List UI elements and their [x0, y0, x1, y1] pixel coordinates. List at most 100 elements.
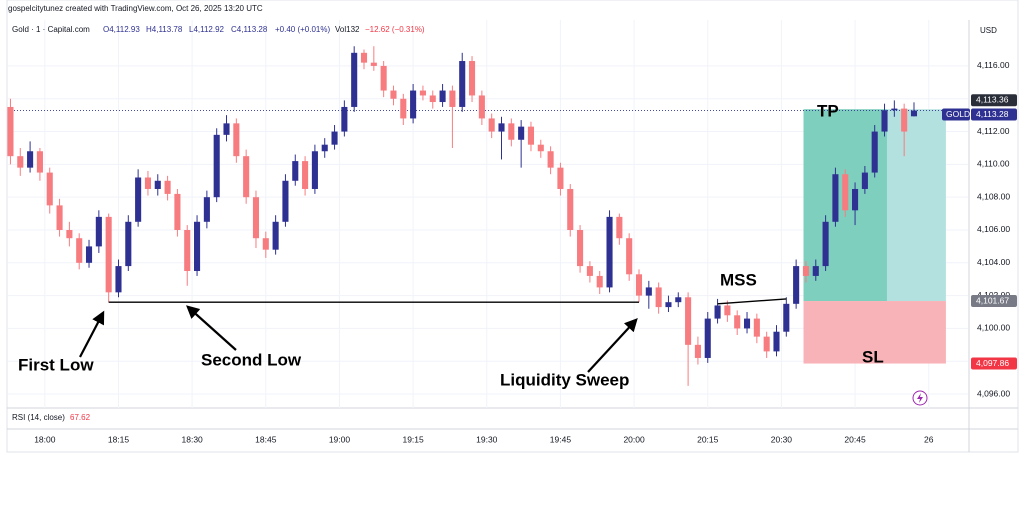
- candle-body: [763, 336, 770, 352]
- candle-body: [675, 297, 682, 303]
- candle-body: [419, 90, 426, 96]
- x-tick-label: 18:00: [34, 434, 56, 444]
- candle-body: [527, 126, 535, 145]
- candle-body: [626, 238, 633, 275]
- price-badge-label: 4,113.36: [976, 94, 1009, 104]
- candle-body: [616, 216, 623, 239]
- y-tick-label: 4,096.00: [977, 388, 1010, 398]
- candle-body: [213, 134, 220, 198]
- indicator-value: 67.62: [70, 413, 91, 422]
- annotation: MSS: [720, 270, 757, 289]
- candle-body: [518, 126, 525, 140]
- candle-body: [154, 180, 161, 189]
- candle-body: [704, 318, 711, 358]
- candle-body: [459, 61, 466, 107]
- y-tick-label: 4,112.00: [977, 126, 1010, 136]
- arrow: [587, 318, 638, 373]
- candle-body: [194, 221, 201, 272]
- candle-body: [753, 318, 760, 337]
- candle-body: [861, 172, 868, 189]
- alert-icon-bolt: [917, 393, 923, 403]
- candle-body: [468, 61, 476, 96]
- candle-body: [184, 229, 191, 272]
- plot-area: [7, 20, 968, 408]
- candle-body: [400, 98, 407, 119]
- candle-body: [881, 110, 888, 132]
- indicator-name: RSI (14, close): [12, 413, 65, 422]
- candle-body: [144, 177, 151, 189]
- candle-body: [135, 177, 142, 222]
- candle-body: [537, 144, 544, 152]
- y-tick-label: 4,102.00: [977, 290, 1010, 300]
- candle-body: [370, 62, 377, 66]
- candle-body: [478, 95, 485, 119]
- symbol-badge-label: GOLD: [946, 109, 970, 119]
- candle-body: [360, 52, 368, 63]
- candle-body: [645, 287, 652, 296]
- candle-body: [508, 123, 515, 140]
- annotation: First Low: [18, 355, 94, 374]
- price-badge-label: 4,113.28: [976, 109, 1009, 119]
- candle-body: [410, 90, 417, 119]
- candle-body: [557, 167, 564, 189]
- annotation: SL: [862, 347, 884, 366]
- candle-body: [125, 221, 132, 267]
- candle-body: [282, 180, 289, 222]
- x-tick-label: 20:45: [844, 434, 866, 444]
- legend-volume: Vol132: [335, 25, 360, 34]
- candle-body: [724, 305, 731, 316]
- candle-body: [606, 216, 613, 288]
- candle-body: [351, 52, 358, 107]
- candle-body: [439, 90, 446, 103]
- candle-body: [164, 180, 171, 194]
- annotation: Liquidity Sweep: [500, 370, 629, 389]
- candle-body: [891, 108, 898, 111]
- x-tick-label: 19:30: [476, 434, 498, 444]
- candle-body: [27, 151, 34, 168]
- candle-body: [852, 188, 859, 211]
- annotation: Second Low: [201, 350, 302, 369]
- candle-body: [252, 197, 260, 239]
- price-badge-label: 4,097.86: [976, 358, 1009, 368]
- y-tick-label: 4,108.00: [977, 191, 1010, 201]
- legend-low: L4,112.92: [189, 25, 225, 34]
- arrow: [79, 310, 105, 358]
- x-tick-label: 19:45: [550, 434, 572, 444]
- legend-change: +0.40 (+0.01%): [275, 25, 330, 34]
- candle-body: [272, 221, 279, 250]
- candle-body: [812, 266, 819, 276]
- candle-body: [429, 95, 436, 103]
- candle-body: [734, 315, 741, 329]
- y-tick-label: 4,106.00: [977, 224, 1010, 234]
- candle-body: [685, 297, 692, 345]
- candle-body: [223, 123, 230, 135]
- annotation: TP: [817, 101, 839, 120]
- candle-body: [292, 161, 299, 181]
- candle-body: [56, 205, 63, 230]
- x-tick-label: 18:30: [182, 434, 204, 444]
- candle-body: [655, 287, 662, 308]
- x-tick-label: 20:00: [623, 434, 645, 444]
- candle-body: [488, 118, 495, 132]
- candle-body: [832, 174, 839, 222]
- x-tick-label: 20:15: [697, 434, 719, 444]
- candle-body: [577, 229, 584, 267]
- candle-body: [596, 275, 603, 288]
- symbol-badge: [942, 108, 970, 121]
- price-badge: [971, 295, 1017, 308]
- candle-body: [822, 221, 829, 267]
- candle-body: [115, 266, 122, 293]
- header: gospelcitytunez created with TradingView…: [8, 4, 263, 13]
- candle-body: [46, 172, 53, 206]
- candle-body: [802, 266, 809, 276]
- candle-body: [547, 151, 554, 168]
- candle-body: [694, 344, 701, 358]
- candle-body: [174, 193, 181, 230]
- x-tick-label: 19:15: [402, 434, 424, 444]
- candle-body: [95, 216, 102, 247]
- x-tick-label: 18:15: [108, 434, 130, 444]
- candle-body: [311, 151, 318, 189]
- candle-body: [743, 318, 751, 329]
- legend-high: H4,113.78: [146, 25, 183, 34]
